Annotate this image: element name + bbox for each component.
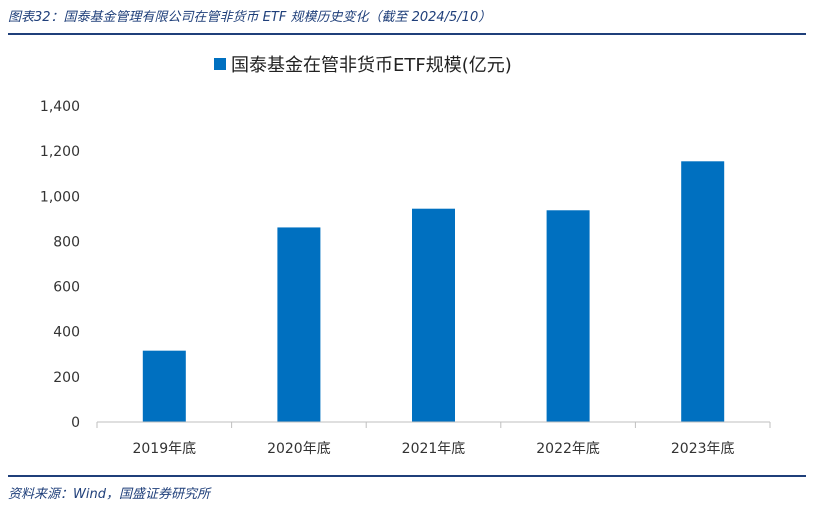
top-rule (8, 33, 806, 35)
y-tick-label: 400 (53, 325, 80, 341)
x-tick-label: 2022年底 (536, 441, 600, 457)
x-tick-label: 2021年底 (402, 441, 466, 457)
legend-swatch (214, 58, 226, 70)
bar-2 (277, 227, 321, 422)
y-tick-label: 0 (71, 415, 80, 431)
x-tick-label: 2020年底 (267, 441, 331, 457)
chart-legend: 国泰基金在管非货币ETF规模(亿元) (214, 55, 512, 76)
y-tick-label: 200 (53, 370, 80, 386)
x-tick-label: 2019年底 (132, 441, 196, 457)
y-tick-label: 1,000 (40, 189, 80, 205)
bar-4 (546, 210, 590, 422)
bars (142, 161, 725, 423)
source-note: 资料来源：Wind，国盛证券研究所 (8, 487, 210, 502)
bottom-rule (8, 475, 806, 477)
y-axis: 0 200 400 600 800 1,000 1,200 1,400 (40, 99, 80, 431)
legend-label: 国泰基金在管非货币ETF规模(亿元) (231, 55, 512, 76)
figure-caption: 图表32：国泰基金管理有限公司在管非货币 ETF 规模历史变化（截至 2024/… (8, 10, 492, 25)
x-tick-label: 2023年底 (671, 441, 735, 457)
y-tick-label: 1,200 (40, 144, 80, 160)
bar-5 (681, 161, 725, 423)
y-tick-label: 1,400 (40, 99, 80, 115)
bar-chart: 国泰基金在管非货币ETF规模(亿元) 0 200 400 600 800 1,000 1,2… (40, 55, 771, 457)
y-tick-label: 600 (53, 280, 80, 296)
y-tick-label: 800 (53, 234, 80, 250)
x-axis: 2019年底 2020年底 2021年底 2022年底 2023年底 (96, 421, 771, 457)
bar-3 (412, 208, 455, 422)
bar-1 (142, 350, 186, 422)
